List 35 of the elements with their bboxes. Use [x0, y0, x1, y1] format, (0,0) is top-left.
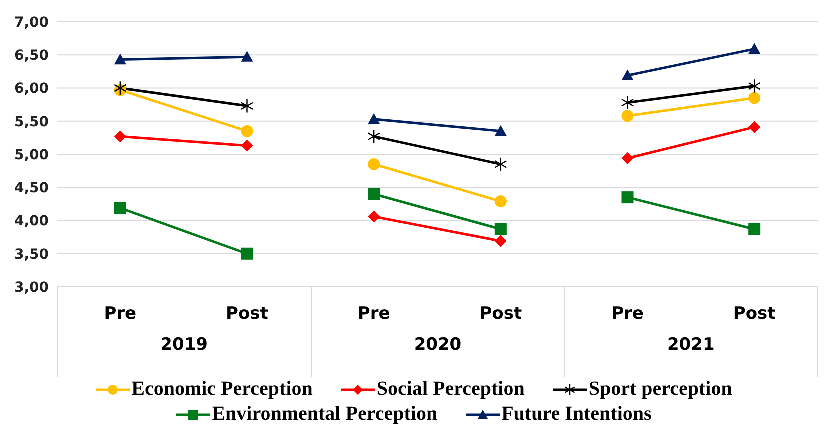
y-tick-label: 3,00: [14, 280, 50, 296]
text: 2021: [666, 335, 716, 355]
point: [114, 54, 126, 65]
y-tick-label: 5,50: [14, 114, 50, 130]
y-tick-label: 6,50: [14, 48, 50, 64]
y-tick-label: 4,50: [14, 180, 50, 197]
y-tick-label: 5,00: [14, 147, 50, 164]
legend-label: Economic Perception: [132, 378, 313, 401]
point: [622, 152, 634, 164]
x-tick-label: Post: [226, 304, 268, 324]
y-tick-label: 7,00: [14, 14, 50, 31]
point: [241, 125, 254, 138]
x-tick-label: Pre: [104, 304, 137, 324]
text: 2020: [413, 335, 463, 355]
point: [622, 70, 634, 80]
point: [241, 248, 254, 260]
x-tick-label: Pre: [612, 304, 644, 324]
y-tick-label: 4,00: [14, 214, 50, 230]
x-tick-label: Pre: [358, 304, 390, 324]
legend-label: Future Intentions: [502, 403, 652, 426]
x-tick-label: Post: [480, 304, 522, 324]
legend-label: Social Perception: [376, 378, 525, 401]
point: [748, 79, 761, 94]
legend-label: Environmental Perception: [212, 403, 438, 426]
point: [114, 81, 127, 96]
text: 2019: [160, 335, 209, 355]
point: [114, 202, 126, 214]
point: [748, 121, 761, 134]
point: [241, 51, 254, 62]
y-tick-label: 6,00: [14, 81, 50, 98]
y-tick-label: 3,50: [14, 246, 50, 263]
point: [240, 98, 254, 114]
point: [748, 43, 761, 54]
legend-label: Sport perception: [588, 378, 732, 401]
x-tick-label: Post: [733, 304, 776, 324]
